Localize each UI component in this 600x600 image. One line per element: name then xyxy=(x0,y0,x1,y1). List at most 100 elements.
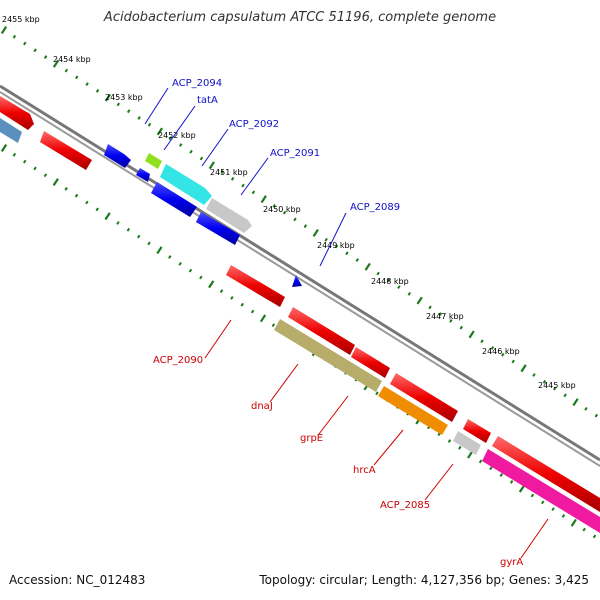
minor-tick xyxy=(541,500,545,505)
minor-tick xyxy=(220,170,224,174)
gene-arrow[interactable] xyxy=(351,347,390,378)
major-tick xyxy=(208,161,215,170)
minor-tick xyxy=(293,217,297,222)
gene-arrow[interactable] xyxy=(292,275,302,287)
minor-tick xyxy=(438,312,443,317)
gene-arrow[interactable] xyxy=(196,212,240,245)
minor-tick xyxy=(74,193,79,198)
minor-tick xyxy=(240,302,244,307)
gene-label[interactable]: ACP_2092 xyxy=(229,119,279,130)
major-tick xyxy=(416,296,423,305)
gene-arrow[interactable] xyxy=(453,431,481,455)
minor-tick xyxy=(458,445,462,450)
major-tick xyxy=(259,314,267,323)
minor-tick xyxy=(12,34,17,39)
gene-label[interactable]: dnaJ xyxy=(251,401,273,412)
major-tick xyxy=(312,229,319,237)
gene-label[interactable]: ACP_2090 xyxy=(153,355,203,366)
major-tick xyxy=(520,364,527,373)
minor-tick xyxy=(490,346,495,350)
minor-tick xyxy=(126,227,131,232)
label-leader-line xyxy=(424,463,454,501)
minor-tick xyxy=(126,109,131,114)
label-leader-line xyxy=(144,87,169,125)
minor-tick xyxy=(43,55,48,59)
minor-tick xyxy=(324,237,328,242)
kbp-tick-label: 2451 kbp xyxy=(210,168,248,177)
gene-arrow[interactable] xyxy=(136,168,150,182)
minor-tick xyxy=(459,325,463,330)
minor-tick xyxy=(272,204,276,208)
gene-arrow[interactable] xyxy=(0,118,22,143)
minor-tick xyxy=(271,323,276,328)
major-tick xyxy=(364,262,371,271)
gene-arrow[interactable] xyxy=(206,198,252,233)
gene-arrow[interactable] xyxy=(40,131,92,170)
label-leader-line xyxy=(240,157,269,196)
major-tick xyxy=(104,212,111,221)
gene-arrow[interactable] xyxy=(145,153,162,169)
gene-arrow[interactable] xyxy=(378,386,448,435)
gene-label[interactable]: ACP_2094 xyxy=(172,78,222,89)
map-title: Acidobacterium capsulatum ATCC 51196, co… xyxy=(103,10,497,25)
label-leader-line xyxy=(373,429,404,466)
minor-tick xyxy=(397,285,401,289)
minor-tick xyxy=(85,200,89,205)
minor-tick xyxy=(499,473,503,477)
minor-tick xyxy=(147,241,151,246)
minor-tick xyxy=(376,271,380,276)
label-leader-line xyxy=(319,212,347,267)
kbp-tick-label: 2449 kbp xyxy=(317,241,355,250)
minor-tick xyxy=(168,255,172,259)
minor-tick xyxy=(230,296,234,300)
gene-label[interactable]: grpE xyxy=(300,433,323,444)
minor-tick xyxy=(480,339,484,344)
gene-arrow[interactable] xyxy=(274,319,382,392)
minor-tick xyxy=(592,534,597,539)
gene-label[interactable]: tatA xyxy=(197,95,218,106)
minor-tick xyxy=(75,75,79,80)
minor-tick xyxy=(582,527,586,532)
gene-label[interactable]: hrcA xyxy=(353,465,376,476)
gene-arrow[interactable] xyxy=(482,449,600,533)
major-tick xyxy=(156,127,163,136)
gene-label[interactable]: gyrA xyxy=(500,557,523,568)
minor-tick xyxy=(43,173,48,178)
kbp-tick-label: 2454 kbp xyxy=(53,55,91,64)
minor-tick xyxy=(428,305,432,310)
minor-tick xyxy=(447,439,452,443)
gene-label[interactable]: ACP_2089 xyxy=(350,202,400,213)
gene-arrow[interactable] xyxy=(0,96,34,130)
gene-arrow[interactable] xyxy=(390,373,458,422)
minor-tick xyxy=(355,258,360,262)
major-tick xyxy=(0,26,8,34)
gene-arrow[interactable] xyxy=(463,419,491,443)
gene-arrow[interactable] xyxy=(160,164,212,205)
minor-tick xyxy=(189,149,193,154)
major-tick xyxy=(468,330,475,339)
minor-tick xyxy=(345,251,349,256)
gene-label[interactable]: ACP_2091 xyxy=(270,148,320,159)
gene-arrow[interactable] xyxy=(151,182,197,217)
label-leader-line xyxy=(201,128,229,167)
minor-tick xyxy=(553,386,557,391)
minor-tick xyxy=(12,152,17,157)
major-tick xyxy=(52,59,60,68)
gene-arrow[interactable] xyxy=(104,144,131,168)
major-tick xyxy=(0,144,8,152)
label-leader-line xyxy=(163,105,196,151)
gene-label[interactable]: ACP_2085 xyxy=(380,500,430,511)
minor-tick xyxy=(64,186,68,191)
major-tick xyxy=(104,93,112,102)
backbone-line-outer xyxy=(0,84,600,462)
gene-arrow[interactable] xyxy=(226,265,285,307)
minor-tick xyxy=(33,48,37,53)
minor-tick xyxy=(116,102,121,107)
minor-tick xyxy=(386,278,391,283)
minor-tick xyxy=(251,190,256,195)
minor-tick xyxy=(136,234,141,239)
gene-arrow[interactable] xyxy=(492,436,600,512)
gene-arrow[interactable] xyxy=(288,307,355,355)
minor-tick xyxy=(551,507,555,512)
